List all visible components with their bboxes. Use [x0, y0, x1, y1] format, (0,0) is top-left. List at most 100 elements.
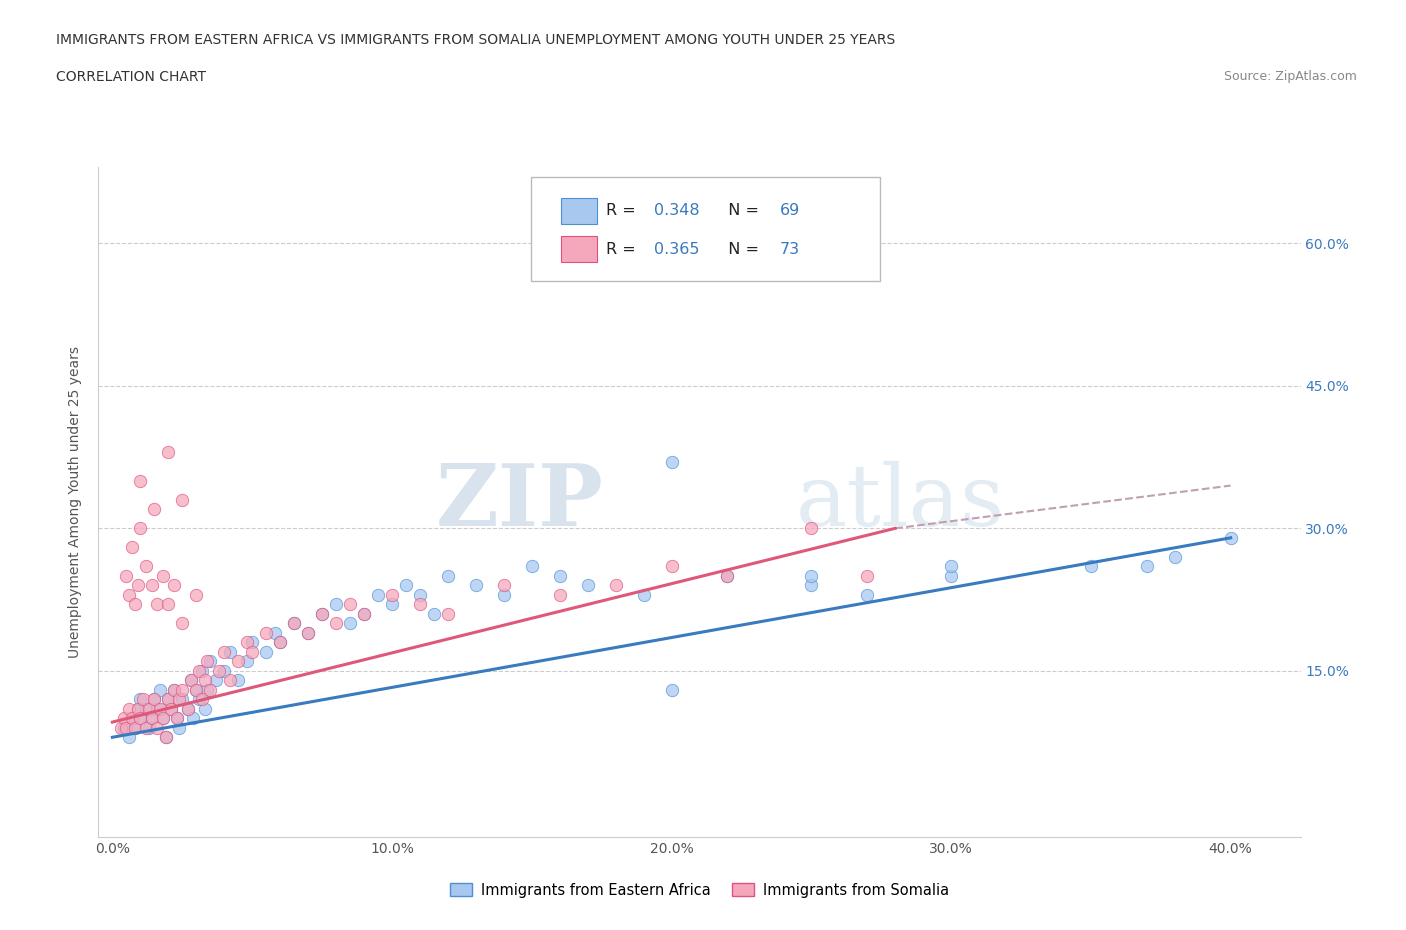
Point [939, 559, 962, 574]
Point [118, 701, 141, 716]
Point [208, 663, 231, 678]
Point [169, 721, 191, 736]
Point [141, 578, 163, 592]
Point [197, 683, 219, 698]
Point [226, 672, 249, 687]
Text: 73: 73 [780, 242, 800, 257]
Point [325, 616, 347, 631]
Point [143, 692, 166, 707]
Point [149, 683, 172, 698]
Point [124, 597, 146, 612]
Point [143, 502, 166, 517]
Text: IMMIGRANTS FROM EASTERN AFRICA VS IMMIGRANTS FROM SOMALIA UNEMPLOYMENT AMONG YOU: IMMIGRANTS FROM EASTERN AFRICA VS IMMIGR… [56, 33, 896, 46]
Point [1164, 550, 1187, 565]
Point [381, 597, 404, 612]
Point [633, 588, 655, 603]
Text: 0.365: 0.365 [654, 242, 699, 257]
Point [160, 701, 183, 716]
Text: atlas: atlas [796, 460, 1005, 544]
Point [235, 635, 257, 650]
Point [135, 701, 157, 716]
Point [240, 644, 263, 659]
Point [548, 568, 571, 583]
Text: 69: 69 [780, 204, 800, 219]
Point [112, 711, 135, 725]
Point [423, 606, 446, 621]
Point [186, 683, 208, 698]
Point [129, 521, 152, 536]
Point [1219, 530, 1241, 545]
Text: 0.348: 0.348 [654, 204, 699, 219]
Point [157, 597, 180, 612]
Point [143, 692, 166, 707]
Point [146, 721, 169, 736]
Point [163, 578, 186, 592]
Point [311, 606, 333, 621]
Point [160, 701, 183, 716]
Point [110, 721, 132, 736]
Legend: Immigrants from Eastern Africa, Immigrants from Somalia: Immigrants from Eastern Africa, Immigran… [444, 877, 955, 903]
Point [149, 701, 172, 716]
Point [800, 578, 823, 592]
Point [939, 568, 962, 583]
Point [172, 683, 194, 698]
Point [166, 711, 188, 725]
Point [169, 692, 191, 707]
Point [191, 663, 214, 678]
Point [661, 683, 683, 698]
Point [367, 588, 389, 603]
Point [218, 672, 240, 687]
Text: N =: N = [717, 242, 763, 257]
Point [127, 701, 149, 716]
Point [240, 635, 263, 650]
Point [212, 644, 235, 659]
Text: ZIP: ZIP [436, 460, 603, 544]
Point [177, 701, 200, 716]
Point [218, 644, 240, 659]
Point [188, 692, 211, 707]
Point [146, 701, 169, 716]
Point [172, 692, 194, 707]
Point [157, 692, 180, 707]
Point [395, 578, 418, 592]
FancyBboxPatch shape [531, 178, 880, 281]
Point [283, 616, 305, 631]
Point [132, 692, 155, 707]
Point [115, 721, 138, 736]
Text: R =: R = [606, 204, 641, 219]
Point [800, 521, 823, 536]
Point [254, 625, 277, 640]
Point [492, 588, 515, 603]
Point [263, 625, 285, 640]
Point [716, 568, 738, 583]
Point [194, 701, 217, 716]
Point [212, 663, 235, 678]
Point [129, 692, 152, 707]
Point [135, 721, 157, 736]
Point [205, 672, 228, 687]
Point [163, 683, 186, 698]
Point [129, 711, 152, 725]
Point [325, 597, 347, 612]
Point [157, 445, 180, 459]
Point [437, 606, 460, 621]
Point [661, 559, 683, 574]
Point [127, 578, 149, 592]
Point [118, 730, 141, 745]
Point [124, 721, 146, 736]
Point [186, 588, 208, 603]
Point [191, 692, 214, 707]
Point [520, 559, 543, 574]
Text: Source: ZipAtlas.com: Source: ZipAtlas.com [1223, 70, 1357, 83]
Point [353, 606, 375, 621]
Point [856, 588, 879, 603]
Point [548, 588, 571, 603]
Point [183, 711, 205, 725]
Point [269, 635, 291, 650]
Point [157, 692, 180, 707]
Point [194, 672, 217, 687]
Point [135, 559, 157, 574]
Point [661, 455, 683, 470]
Point [166, 711, 188, 725]
Point [856, 568, 879, 583]
